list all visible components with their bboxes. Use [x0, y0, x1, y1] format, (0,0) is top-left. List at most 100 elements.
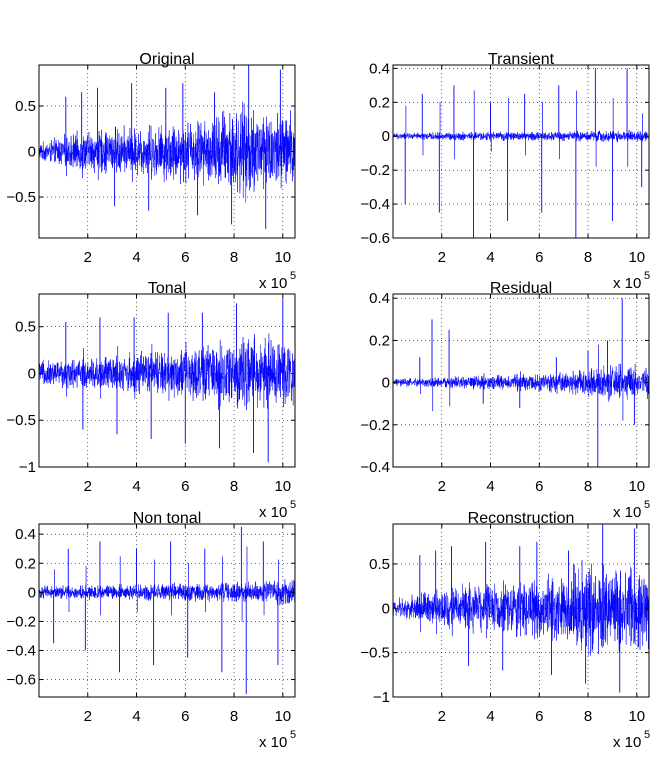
- x-tick-label: 4: [486, 249, 494, 266]
- axes-box: [392, 523, 650, 698]
- x-tick-label: 8: [230, 478, 238, 495]
- x-tick-label: 10: [274, 249, 291, 266]
- subplot-title: Reconstruction: [468, 510, 575, 527]
- y-tick-label: 0.5: [369, 556, 390, 573]
- x-tick-label: 2: [84, 249, 92, 266]
- subplot-title: Non tonal: [133, 510, 202, 527]
- y-tick-label: 0.5: [15, 98, 36, 115]
- y-tick-label: 0: [382, 375, 390, 392]
- y-tick-label: −0.5: [6, 189, 36, 206]
- x-multiplier: x 10: [259, 275, 287, 292]
- x-multiplier-exponent: 5: [290, 499, 296, 511]
- waveform-line: [39, 101, 295, 203]
- subplot-5: 2 4 6 8 10 −1 −0.5 0 0.5 Reconstruction x 10 5: [360, 510, 650, 751]
- y-tick-label: −0.6: [6, 672, 36, 689]
- y-tick-label: 0.2: [15, 555, 36, 572]
- subplot-title: Original: [139, 51, 194, 68]
- axes-box: [392, 64, 650, 239]
- waveform-series: [39, 65, 295, 229]
- y-tick-label: 0: [28, 144, 36, 161]
- x-tick-label: 4: [132, 478, 140, 495]
- x-tick-label: 2: [84, 478, 92, 495]
- x-multiplier-exponent: 5: [644, 270, 650, 282]
- x-tick-label: 6: [535, 708, 543, 725]
- subplot-title: Transient: [488, 51, 555, 68]
- y-tick-label: −0.5: [6, 412, 36, 429]
- waveform-series: [393, 298, 649, 467]
- y-tick-label: −0.5: [360, 645, 390, 662]
- waveform-series: [39, 298, 295, 463]
- x-tick-label: 6: [181, 708, 189, 725]
- x-tick-label: 4: [486, 478, 494, 495]
- x-tick-label: 8: [230, 249, 238, 266]
- x-tick-label: 8: [584, 708, 592, 725]
- x-tick-label: 10: [628, 478, 645, 495]
- waveform-line: [393, 363, 649, 400]
- y-tick-label: 0.5: [15, 319, 36, 336]
- y-tick-label: 0.4: [369, 60, 390, 77]
- waveform-series: [393, 68, 649, 238]
- waveform-line: [39, 579, 295, 606]
- x-tick-label: 4: [132, 708, 140, 725]
- subplot-title: Tonal: [148, 280, 186, 297]
- waveform-line: [393, 129, 649, 143]
- y-tick-label: 0: [28, 365, 36, 382]
- x-multiplier: x 10: [613, 275, 641, 292]
- x-tick-label: 2: [438, 708, 446, 725]
- x-tick-label: 6: [535, 478, 543, 495]
- subplot-3: 2 4 6 8 10 −0.4 −0.2 0 0.2 0.4 Residual x 10 5: [360, 280, 650, 521]
- x-tick-label: 10: [274, 478, 291, 495]
- y-tick-label: −0.6: [360, 230, 390, 247]
- x-tick-label: 8: [230, 708, 238, 725]
- axes-box: [38, 293, 296, 468]
- subplot-0: 2 4 6 8 10 −0.5 0 0.5 Original x 10 5: [6, 51, 296, 292]
- x-multiplier: x 10: [259, 734, 287, 751]
- x-tick-label: 4: [486, 708, 494, 725]
- y-tick-label: −1: [373, 689, 390, 706]
- subplot-1: 2 4 6 8 10 −0.6 −0.4 −0.2 0 0.2 0.4 Transient x 10 5: [360, 51, 650, 292]
- x-tick-label: 2: [438, 478, 446, 495]
- y-tick-label: 0.4: [15, 526, 36, 543]
- x-tick-label: 2: [438, 249, 446, 266]
- y-tick-label: −0.4: [360, 196, 390, 213]
- waveform-line: [393, 560, 649, 656]
- x-tick-label: 6: [535, 249, 543, 266]
- subplot-2: 2 4 6 8 10 −1 −0.5 0 0.5 Tonal x 10 5: [6, 280, 296, 521]
- x-multiplier-exponent: 5: [644, 499, 650, 511]
- x-tick-label: 8: [584, 478, 592, 495]
- x-tick-label: 6: [181, 249, 189, 266]
- y-tick-label: 0.2: [369, 332, 390, 349]
- x-multiplier: x 10: [613, 734, 641, 751]
- y-tick-label: 0.4: [369, 290, 390, 307]
- axes-box: [38, 523, 296, 698]
- y-tick-label: −0.2: [360, 162, 390, 179]
- x-multiplier-exponent: 5: [290, 729, 296, 741]
- y-tick-label: −0.2: [360, 417, 390, 434]
- y-tick-label: 0: [382, 128, 390, 145]
- y-tick-label: 0: [382, 600, 390, 617]
- y-tick-label: −0.4: [360, 459, 390, 476]
- y-tick-label: 0.2: [369, 94, 390, 111]
- x-tick-label: 10: [274, 708, 291, 725]
- waveform-series: [39, 526, 295, 695]
- waveform-series: [393, 524, 649, 693]
- waveform-line: [39, 334, 295, 411]
- y-tick-label: −0.4: [6, 642, 36, 659]
- x-tick-label: 10: [628, 708, 645, 725]
- subplot-4: 2 4 6 8 10 −0.6 −0.4 −0.2 0 0.2 0.4 Non tonal x 10 5: [6, 510, 296, 751]
- x-tick-label: 8: [584, 249, 592, 266]
- x-tick-label: 10: [628, 249, 645, 266]
- y-tick-label: −0.2: [6, 613, 36, 630]
- x-multiplier: x 10: [259, 504, 287, 521]
- x-multiplier-exponent: 5: [644, 729, 650, 741]
- x-multiplier: x 10: [613, 504, 641, 521]
- y-tick-label: −1: [19, 459, 36, 476]
- x-tick-label: 4: [132, 249, 140, 266]
- axes-box: [392, 293, 650, 468]
- subplot-title: Residual: [490, 280, 552, 297]
- x-tick-label: 6: [181, 478, 189, 495]
- y-tick-label: 0: [28, 584, 36, 601]
- x-tick-label: 2: [84, 708, 92, 725]
- x-multiplier-exponent: 5: [290, 270, 296, 282]
